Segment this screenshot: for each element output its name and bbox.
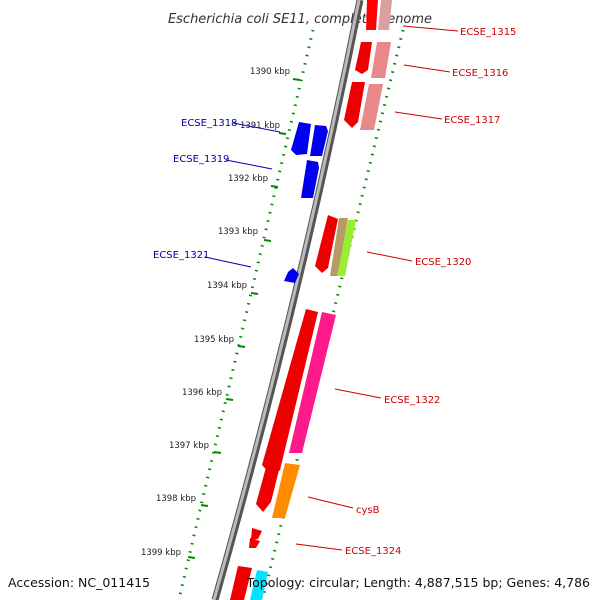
gene-ecse-1316[interactable] xyxy=(355,42,372,74)
reverse-features xyxy=(284,122,328,283)
leader-cysB xyxy=(307,496,354,509)
gene-ecse-1315[interactable] xyxy=(366,0,378,30)
gene-ecse-1316-rna xyxy=(371,42,391,78)
leader-ecse-1315 xyxy=(402,25,459,32)
gene-ecse-1318[interactable] xyxy=(291,122,311,155)
gene-cysB-rna xyxy=(272,463,300,518)
label-ecse-1315[interactable]: ECSE_1315 xyxy=(460,27,516,38)
genome-summary: Topology: circular; Length: 4,887,515 bp… xyxy=(246,575,590,590)
leader-ecse-1320 xyxy=(366,251,413,262)
leader-ecse-1318 xyxy=(232,122,281,133)
label-ecse-1316[interactable]: ECSE_1316 xyxy=(452,68,508,79)
tick-label: 1397 kbp xyxy=(169,441,209,451)
tick-label: 1396 kbp xyxy=(182,388,222,398)
genome-backbone xyxy=(211,0,364,600)
genome-backbone-highlight xyxy=(212,0,361,600)
accession-text: Accession: NC_011415 xyxy=(8,575,150,590)
gene-bottom-partial-rna xyxy=(250,570,268,600)
tick-label: 1393 kbp xyxy=(218,227,258,237)
gene-ecse-1322-rna xyxy=(289,312,336,453)
gene-ecse-1320-feature xyxy=(337,220,356,276)
gene-cysB[interactable] xyxy=(256,460,281,512)
inner-dotted-ring xyxy=(178,29,315,596)
leader-ecse-1324 xyxy=(295,543,343,551)
label-ecse-1320[interactable]: ECSE_1320 xyxy=(415,257,471,268)
label-ecse-1317[interactable]: ECSE_1317 xyxy=(444,115,500,126)
tick-label: 1399 kbp xyxy=(141,548,181,558)
tick-label: 1391 kbp xyxy=(240,121,280,131)
gene-bottom-partial[interactable] xyxy=(230,566,252,600)
gene-ecse-1318-b[interactable] xyxy=(310,125,328,156)
leader-ecse-1321 xyxy=(204,256,252,268)
label-ecse-1318[interactable]: ECSE_1318 xyxy=(181,118,237,129)
label-ecse-1324[interactable]: ECSE_1324 xyxy=(345,546,401,557)
gene-ecse-1324-b[interactable] xyxy=(249,538,260,548)
label-ecse-1319[interactable]: ECSE_1319 xyxy=(173,154,229,165)
tick-label: 1395 kbp xyxy=(194,335,234,345)
leader-ecse-1316 xyxy=(403,64,451,73)
label-ecse-1322[interactable]: ECSE_1322 xyxy=(384,395,440,406)
tick-marks xyxy=(187,78,301,559)
gene-ecse-1317[interactable] xyxy=(344,82,365,128)
gene-ecse-1322[interactable] xyxy=(262,309,318,476)
leader-ecse-1319 xyxy=(225,159,273,170)
gene-ecse-1320-rna xyxy=(330,218,348,276)
leader-ecse-1317 xyxy=(394,111,443,120)
gene-ecse-1320[interactable] xyxy=(315,215,338,273)
tick-label: 1390 kbp xyxy=(250,67,290,77)
gene-ecse-1315-rna xyxy=(378,0,392,30)
label-cysB[interactable]: cysB xyxy=(356,505,380,516)
leader-ecse-1322 xyxy=(334,388,382,399)
gene-ecse-1321[interactable] xyxy=(284,268,299,283)
tick-label: 1392 kbp xyxy=(228,174,268,184)
tick-label: 1394 kbp xyxy=(207,281,247,291)
gene-ecse-1317-rna xyxy=(360,84,383,130)
forward-features xyxy=(230,0,392,600)
gene-ecse-1324[interactable] xyxy=(251,528,262,540)
tick-label: 1398 kbp xyxy=(156,494,196,504)
label-ecse-1321[interactable]: ECSE_1321 xyxy=(153,250,209,261)
gene-ecse-1319[interactable] xyxy=(301,160,319,198)
map-title: Escherichia coli SE11, complete genome xyxy=(168,12,432,27)
